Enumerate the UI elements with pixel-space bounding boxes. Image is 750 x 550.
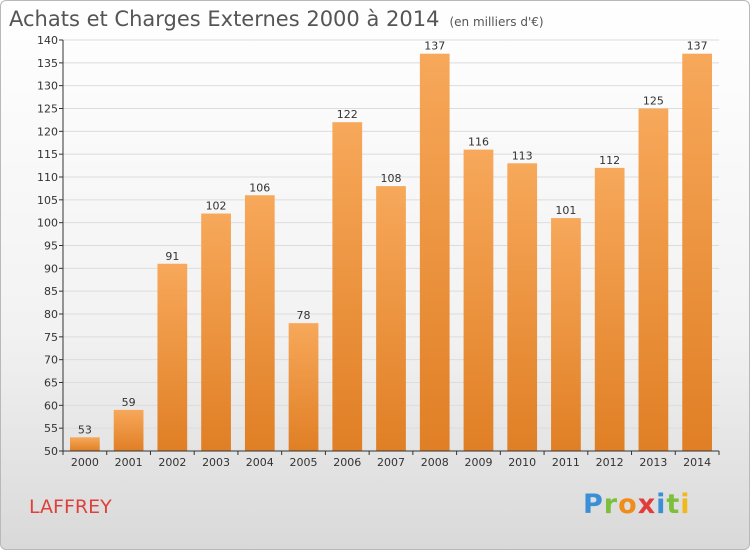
- y-tick-label: 120: [37, 125, 58, 138]
- bar: [201, 213, 231, 451]
- data-label: 59: [122, 396, 136, 409]
- data-label: 108: [381, 172, 402, 185]
- bar: [244, 195, 275, 451]
- x-tick-label: 2014: [683, 456, 711, 469]
- x-tick-label: 2005: [290, 456, 318, 469]
- data-label: 122: [337, 108, 358, 121]
- x-tick-label: 2001: [115, 456, 143, 469]
- bar: [551, 218, 581, 451]
- chart-title: Achats et Charges Externes 2000 à 2014: [9, 7, 440, 31]
- y-tick-label: 75: [44, 331, 58, 344]
- brand-logo: Proxiti: [583, 489, 691, 520]
- brand-letter: i: [680, 489, 691, 520]
- y-tick-label: 110: [37, 171, 58, 184]
- bars: [69, 53, 713, 452]
- x-tick-label: 2006: [333, 456, 361, 469]
- y-tick-label: 105: [37, 194, 58, 207]
- bar: [157, 263, 188, 451]
- bar: [419, 53, 450, 451]
- data-label: 78: [297, 309, 311, 322]
- bar: [288, 323, 319, 451]
- x-tick-label: 2011: [552, 456, 580, 469]
- bar: [682, 53, 713, 451]
- bar: [332, 122, 363, 451]
- x-tick-label: 2010: [508, 456, 536, 469]
- data-label: 116: [468, 136, 489, 149]
- y-tick-label: 55: [44, 422, 58, 435]
- brand-letter: r: [603, 489, 619, 520]
- x-tick-label: 2008: [421, 456, 449, 469]
- brand-letter: o: [618, 489, 638, 520]
- x-tick-label: 2004: [246, 456, 274, 469]
- y-tick-label: 125: [37, 103, 58, 116]
- data-label: 91: [165, 250, 179, 263]
- bar: [507, 163, 538, 452]
- y-tick-label: 95: [44, 240, 58, 253]
- bar: [113, 409, 144, 451]
- data-label: 102: [206, 200, 227, 213]
- y-tick-label: 115: [37, 148, 58, 161]
- bar: [376, 186, 406, 451]
- x-tick-label: 2012: [596, 456, 624, 469]
- x-tick-label: 2009: [464, 456, 492, 469]
- y-tick-label: 85: [44, 285, 58, 298]
- bar: [463, 149, 494, 451]
- bar: [69, 437, 100, 451]
- data-label: 53: [78, 423, 92, 436]
- y-tick-label: 90: [44, 262, 58, 275]
- x-tick-label: 2002: [158, 456, 186, 469]
- x-tick-label: 2007: [377, 456, 405, 469]
- y-tick-label: 80: [44, 308, 58, 321]
- data-label: 137: [687, 40, 708, 53]
- data-label: 106: [249, 181, 270, 194]
- y-tick-label: 70: [44, 354, 58, 367]
- x-tick-label: 2000: [71, 456, 99, 469]
- brand-letter: P: [583, 489, 604, 520]
- y-tick-label: 130: [37, 80, 58, 93]
- data-label: 137: [424, 40, 445, 53]
- x-tick-label: 2003: [202, 456, 230, 469]
- bar: [638, 108, 669, 451]
- title-block: Achats et Charges Externes 2000 à 2014 (e…: [9, 7, 544, 31]
- y-tick-label: 140: [37, 34, 58, 47]
- y-tick-label: 65: [44, 377, 58, 390]
- x-tick-label: 2013: [639, 456, 667, 469]
- axes: [59, 39, 720, 455]
- y-tick-label: 135: [37, 57, 58, 70]
- labels: 50 55 60 65 70 75 80 85 90 95 100 105 110 115 120 125 13…: [37, 34, 711, 469]
- brand-letter: x: [637, 489, 657, 520]
- brand-letter: i: [656, 489, 667, 520]
- chart-subtitle: (en milliers d'€): [449, 15, 544, 29]
- y-tick-label: 100: [37, 217, 58, 230]
- brand-letter: t: [666, 489, 681, 520]
- data-label: 112: [599, 154, 620, 167]
- data-label: 125: [643, 95, 664, 108]
- y-tick-label: 50: [44, 445, 58, 458]
- data-label: 101: [555, 204, 576, 217]
- commune-name: LAFFREY: [29, 496, 112, 518]
- bar: [594, 167, 625, 451]
- data-label: 113: [512, 149, 533, 162]
- y-tick-label: 60: [44, 399, 58, 412]
